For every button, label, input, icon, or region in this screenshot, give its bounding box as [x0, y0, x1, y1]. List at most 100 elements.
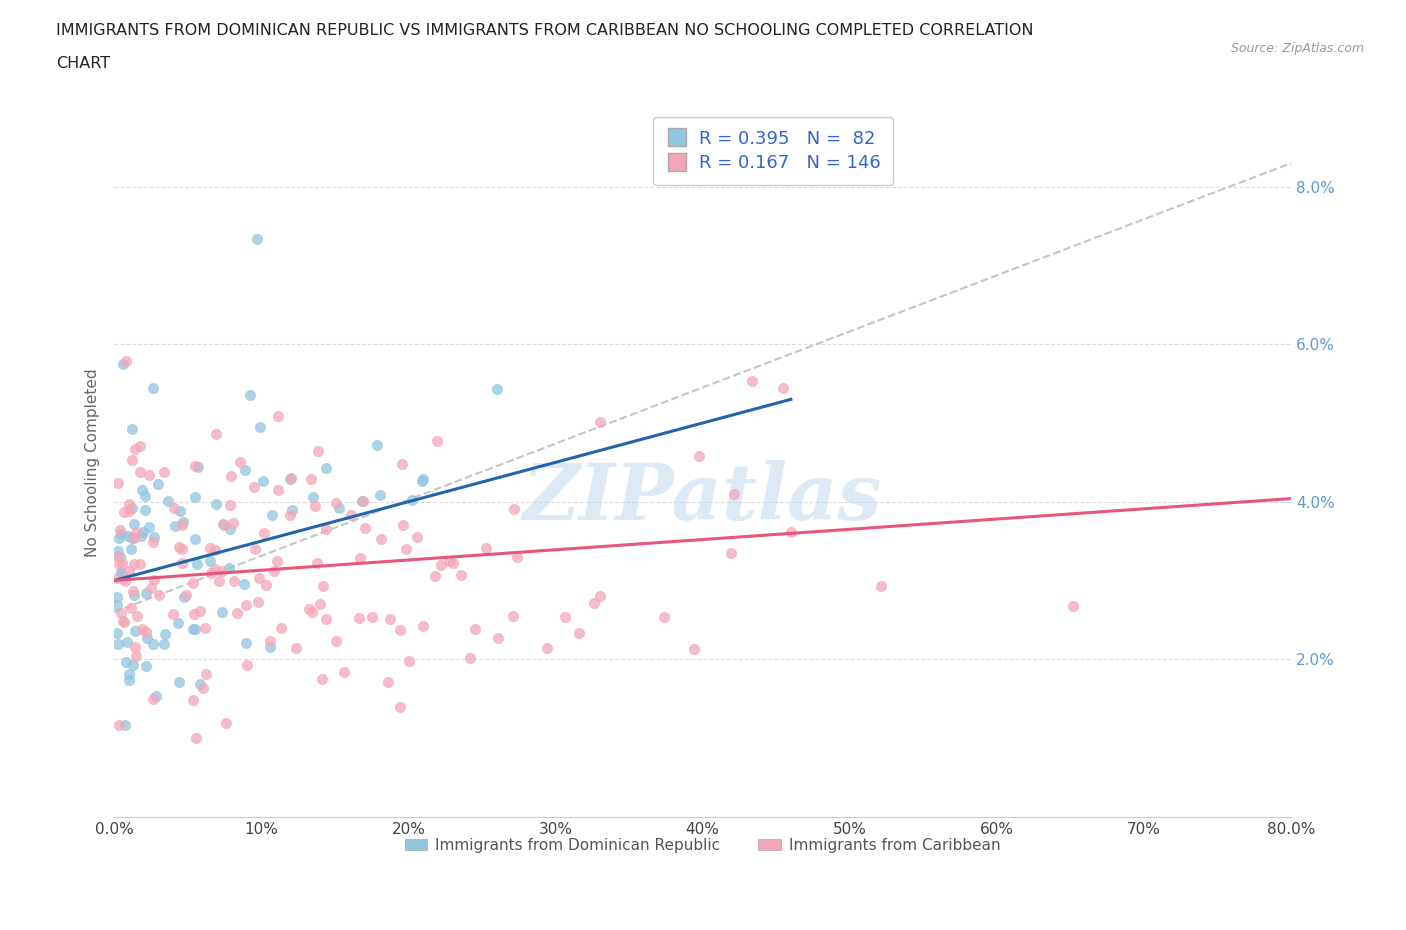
Point: [233, 577, 256, 591]
Point: [135, 658, 157, 673]
Point: [401, 492, 423, 507]
Point: [377, 675, 399, 690]
Point: [167, 675, 190, 690]
Point: [108, 530, 131, 545]
Point: [156, 494, 179, 509]
Point: [312, 579, 335, 594]
Point: [218, 498, 240, 512]
Point: [120, 600, 142, 615]
Text: IMMIGRANTS FROM DOMINICAN REPUBLIC VS IMMIGRANTS FROM CARIBBEAN NO SCHOOLING COM: IMMIGRANTS FROM DOMINICAN REPUBLIC VS IM…: [56, 23, 1033, 38]
Point: [121, 500, 143, 515]
Point: [247, 595, 270, 610]
Point: [368, 487, 391, 502]
Point: [128, 438, 150, 453]
Point: [280, 502, 302, 517]
Point: [110, 606, 132, 621]
Point: [450, 568, 472, 583]
Point: [212, 517, 235, 532]
Point: [172, 514, 194, 529]
Point: [309, 596, 332, 611]
Point: [426, 434, 449, 449]
Point: [259, 640, 281, 655]
Point: [221, 469, 243, 484]
Point: [439, 553, 461, 568]
Point: [186, 730, 208, 745]
Point: [110, 565, 132, 579]
Point: [122, 556, 145, 571]
Point: [353, 521, 375, 536]
Point: [235, 658, 257, 672]
Point: [138, 520, 160, 535]
Point: [315, 611, 337, 626]
Point: [125, 525, 148, 540]
Point: [107, 476, 129, 491]
Legend: Immigrants from Dominican Republic, Immigrants from Caribbean: Immigrants from Dominican Republic, Immi…: [398, 831, 1007, 858]
Point: [143, 530, 166, 545]
Point: [122, 587, 145, 602]
Point: [118, 667, 141, 682]
Point: [222, 516, 245, 531]
Point: [284, 640, 307, 655]
Point: [350, 493, 373, 508]
Point: [131, 483, 153, 498]
Point: [582, 596, 605, 611]
Point: [120, 542, 142, 557]
Point: [148, 588, 170, 603]
Point: [352, 493, 374, 508]
Point: [162, 501, 184, 516]
Point: [464, 621, 486, 636]
Point: [307, 444, 329, 458]
Point: [325, 633, 347, 648]
Point: [389, 699, 412, 714]
Point: [233, 463, 256, 478]
Point: [215, 716, 238, 731]
Point: [108, 523, 131, 538]
Point: [184, 532, 207, 547]
Point: [278, 507, 301, 522]
Point: [108, 550, 131, 565]
Point: [370, 532, 392, 547]
Point: [254, 578, 277, 592]
Point: [124, 624, 146, 639]
Point: [200, 566, 222, 581]
Point: [114, 574, 136, 589]
Point: [114, 655, 136, 670]
Point: [183, 622, 205, 637]
Point: [129, 465, 152, 480]
Y-axis label: No Schooling Completed: No Schooling Completed: [86, 368, 100, 557]
Point: [122, 531, 145, 546]
Point: [267, 409, 290, 424]
Point: [475, 540, 498, 555]
Point: [246, 232, 269, 246]
Point: [339, 508, 361, 523]
Point: [208, 574, 231, 589]
Point: [111, 613, 134, 628]
Point: [105, 597, 128, 612]
Point: [145, 688, 167, 703]
Point: [411, 473, 433, 488]
Point: [502, 609, 524, 624]
Point: [112, 505, 135, 520]
Point: [723, 486, 745, 501]
Point: [118, 497, 141, 512]
Point: [111, 566, 134, 581]
Point: [325, 496, 347, 511]
Point: [117, 634, 139, 649]
Point: [105, 590, 128, 604]
Point: [118, 503, 141, 518]
Point: [153, 465, 176, 480]
Point: [304, 498, 326, 513]
Point: [392, 517, 415, 532]
Text: Source: ZipAtlas.com: Source: ZipAtlas.com: [1230, 42, 1364, 55]
Point: [253, 525, 276, 540]
Point: [441, 556, 464, 571]
Point: [267, 483, 290, 498]
Point: [772, 380, 794, 395]
Point: [405, 530, 427, 545]
Point: [741, 374, 763, 389]
Point: [121, 531, 143, 546]
Point: [219, 522, 242, 537]
Point: [315, 460, 337, 475]
Point: [142, 636, 165, 651]
Point: [111, 556, 134, 571]
